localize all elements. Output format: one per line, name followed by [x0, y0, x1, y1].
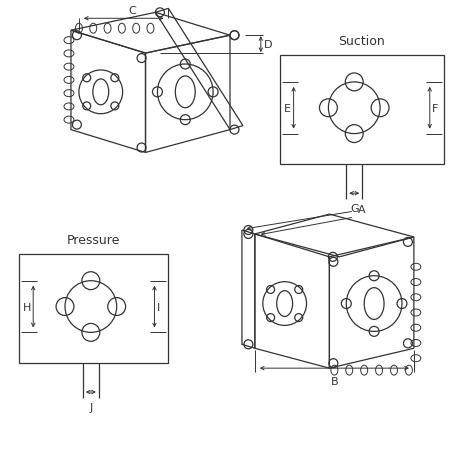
- Text: A: A: [358, 205, 365, 215]
- Text: C: C: [129, 6, 136, 16]
- Text: B: B: [330, 376, 337, 386]
- Text: E: E: [283, 104, 290, 113]
- Text: D: D: [263, 40, 272, 50]
- Text: F: F: [431, 104, 437, 113]
- Bar: [279, 56, 443, 165]
- Text: G: G: [349, 204, 358, 214]
- Text: Pressure: Pressure: [67, 233, 120, 246]
- Text: H: H: [23, 302, 32, 312]
- Text: Suction: Suction: [337, 35, 384, 48]
- Text: J: J: [89, 402, 92, 412]
- Bar: [19, 254, 168, 364]
- Text: I: I: [156, 302, 159, 312]
